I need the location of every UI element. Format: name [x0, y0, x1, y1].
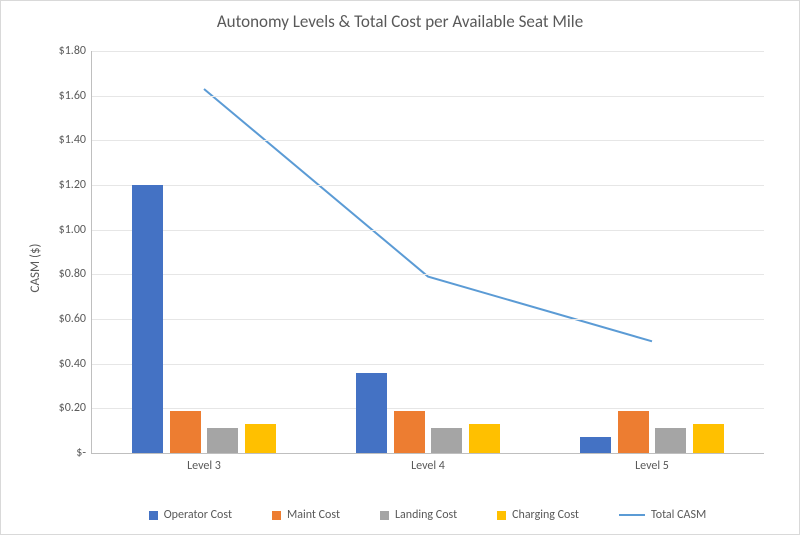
bar-charging-cost: [245, 424, 276, 453]
legend-item: Landing Cost: [380, 508, 457, 522]
legend-swatch: [149, 511, 158, 520]
y-tick-label: $0.60: [59, 312, 92, 326]
legend: Operator Cost Maint Cost Landing Cost Charg…: [91, 508, 764, 522]
y-tick-label: $0.40: [59, 357, 92, 371]
bar-landing-cost: [655, 428, 686, 453]
grid-line: [92, 364, 764, 365]
line-total-casm: [204, 89, 652, 341]
grid-line: [92, 274, 764, 275]
legend-item: Operator Cost: [149, 508, 232, 522]
legend-item: Maint Cost: [272, 508, 340, 522]
legend-swatch: [272, 511, 281, 520]
legend-swatch: [380, 511, 389, 520]
chart-title: Autonomy Levels & Total Cost per Availab…: [1, 11, 799, 32]
chart-frame: Autonomy Levels & Total Cost per Availab…: [0, 0, 800, 535]
category-label: Level 4: [411, 453, 445, 473]
legend-label: Charging Cost: [512, 508, 579, 522]
y-tick-label: $0.80: [59, 267, 92, 281]
y-tick-label: $1.80: [59, 44, 92, 58]
bar-operator-cost: [132, 185, 163, 453]
grid-line: [92, 185, 764, 186]
bar-maint-cost: [618, 411, 649, 453]
y-tick-label: $1.00: [59, 223, 92, 237]
y-axis-label: CASM ($): [28, 243, 43, 292]
legend-label: Operator Cost: [164, 508, 232, 522]
grid-line: [92, 51, 764, 52]
bar-charging-cost: [693, 424, 724, 453]
grid-line: [92, 96, 764, 97]
grid-line: [92, 140, 764, 141]
legend-label: Landing Cost: [395, 508, 457, 522]
bar-maint-cost: [394, 411, 425, 453]
bar-landing-cost: [431, 428, 462, 453]
y-tick-label: $1.40: [59, 133, 92, 147]
line-series-layer: [92, 51, 764, 453]
legend-label: Total CASM: [651, 508, 706, 522]
legend-swatch-line: [619, 514, 645, 516]
legend-item: Total CASM: [619, 508, 706, 522]
bar-maint-cost: [170, 411, 201, 453]
bar-charging-cost: [469, 424, 500, 453]
bar-operator-cost: [356, 373, 387, 453]
y-tick-label: $-: [76, 446, 92, 460]
bar-landing-cost: [207, 428, 238, 453]
grid-line: [92, 230, 764, 231]
plot-area: $-$0.20$0.40$0.60$0.80$1.00$1.20$1.40$1.…: [91, 51, 764, 454]
legend-swatch: [497, 511, 506, 520]
y-tick-label: $1.60: [59, 89, 92, 103]
category-label: Level 3: [187, 453, 221, 473]
grid-line: [92, 408, 764, 409]
legend-label: Maint Cost: [287, 508, 340, 522]
grid-line: [92, 319, 764, 320]
legend-item: Charging Cost: [497, 508, 579, 522]
bar-operator-cost: [580, 437, 611, 453]
y-tick-label: $0.20: [59, 401, 92, 415]
category-label: Level 5: [635, 453, 669, 473]
y-tick-label: $1.20: [59, 178, 92, 192]
